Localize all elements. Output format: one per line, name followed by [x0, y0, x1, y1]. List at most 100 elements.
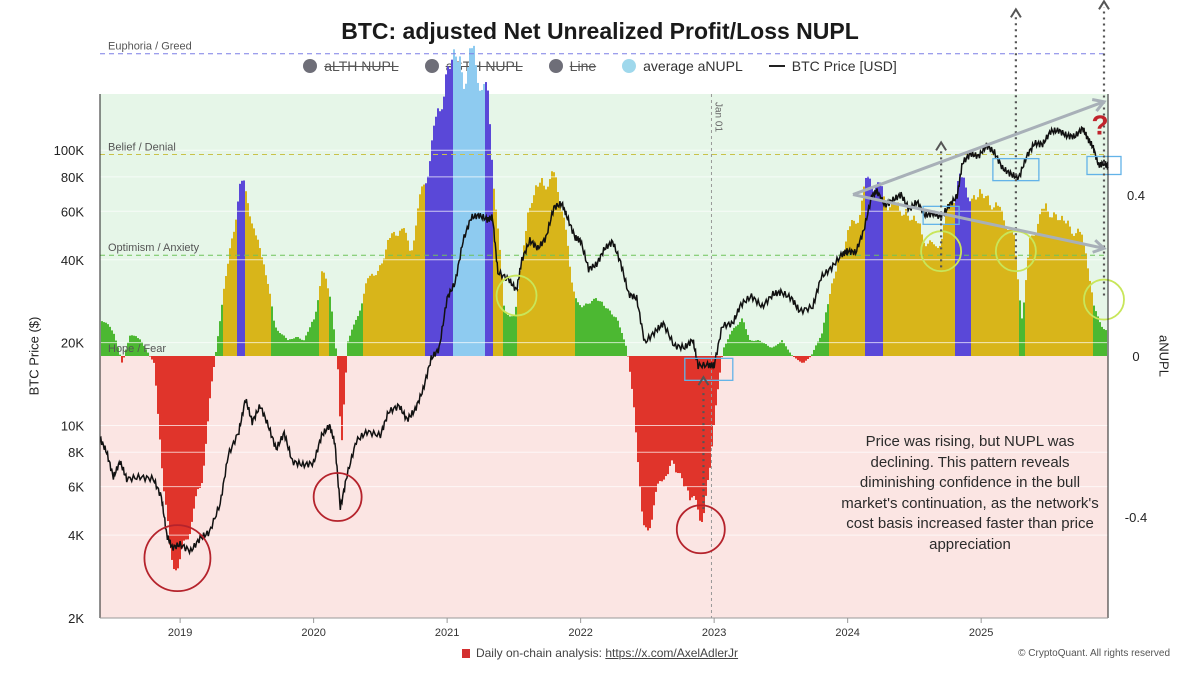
legend-label: Line: [569, 58, 597, 74]
bottom-marker-circle: [675, 504, 726, 555]
anupl-bar: [871, 188, 873, 356]
anupl-bar: [825, 312, 827, 356]
anupl-bar: [443, 96, 445, 357]
anupl-bar: [389, 237, 391, 356]
anupl-bar: [221, 304, 223, 356]
anupl-bar: [449, 68, 451, 357]
legend-item-alth[interactable]: aLTH NUPL: [303, 58, 399, 74]
anupl-bar: [309, 327, 311, 356]
legend-line-icon: [768, 65, 785, 67]
anupl-bar: [893, 202, 895, 356]
anupl-bar: [981, 193, 983, 356]
anupl-bar: [859, 214, 861, 356]
trend-arrowhead-icon: [1091, 98, 1107, 113]
anupl-bar: [193, 356, 195, 509]
anupl-bar: [653, 356, 655, 506]
legend-item-btc-price[interactable]: BTC Price [USD]: [768, 58, 897, 74]
legend-item-asth[interactable]: aSTH NUPL: [424, 58, 523, 74]
anupl-bar: [957, 181, 959, 356]
anupl-bar: [769, 347, 771, 356]
anupl-bar: [1061, 215, 1063, 356]
anupl-bar: [685, 356, 687, 487]
anupl-bar: [671, 356, 673, 461]
legend-dot-icon: [622, 59, 637, 73]
anupl-bar: [775, 345, 777, 356]
anupl-bar: [593, 298, 595, 356]
anupl-bar: [607, 308, 609, 356]
anupl-bar: [419, 194, 421, 356]
anupl-bar: [387, 239, 389, 356]
anupl-bar: [431, 140, 433, 356]
anupl-bar: [743, 322, 745, 356]
anupl-bar: [783, 343, 785, 356]
anupl-bar: [763, 343, 765, 356]
anupl-bar: [635, 356, 637, 433]
anupl-bar: [1011, 229, 1013, 356]
anupl-bar: [645, 356, 647, 528]
anupl-bar: [845, 241, 847, 356]
anupl-bar: [179, 356, 181, 560]
anupl-bar: [335, 348, 337, 356]
anupl-bar: [777, 344, 779, 356]
btc-price-line: [99, 125, 1109, 556]
anupl-bar: [971, 198, 973, 356]
anupl-bar: [1089, 280, 1091, 356]
anupl-bar: [779, 342, 781, 356]
left-tick-label: 60K: [61, 204, 84, 219]
anupl-bar: [669, 356, 671, 466]
anupl-bar: [761, 342, 763, 356]
anupl-bar: [895, 204, 897, 356]
anupl-bar: [283, 335, 285, 356]
anupl-bar: [481, 89, 483, 356]
legend-item-average-anupl[interactable]: average aNUPL: [622, 58, 743, 74]
anupl-bar: [157, 356, 159, 414]
anupl-bar: [491, 159, 493, 356]
anupl-bar: [735, 326, 737, 356]
anupl-bar: [855, 223, 857, 356]
anupl-bar: [757, 340, 759, 356]
anupl-bar: [689, 356, 691, 501]
anupl-bar: [969, 201, 971, 356]
anupl-bar: [213, 356, 215, 368]
anupl-bar: [159, 356, 161, 440]
anupl-bar: [773, 346, 775, 356]
anupl-bar: [559, 204, 561, 356]
legend-item-line[interactable]: Line: [548, 58, 597, 74]
anupl-bar: [999, 206, 1001, 356]
anupl-bar: [287, 340, 289, 356]
anupl-bar: [929, 240, 931, 356]
anupl-bar: [163, 356, 165, 492]
anupl-bar: [217, 336, 219, 356]
anupl-bar: [257, 239, 259, 356]
anupl-bar: [393, 231, 395, 356]
anupl-bar: [505, 311, 507, 356]
anupl-bar: [687, 356, 689, 491]
anupl-bar: [101, 321, 103, 356]
anupl-bar: [741, 318, 743, 356]
anupl-bar: [391, 233, 393, 356]
right-tick-label: 0: [1132, 349, 1139, 364]
anupl-bar: [553, 172, 555, 356]
anupl-bar: [827, 304, 829, 356]
anupl-bar: [557, 192, 559, 356]
anupl-bar: [525, 230, 527, 356]
anupl-bar: [591, 300, 593, 356]
anupl-bar: [753, 340, 755, 356]
anupl-bar: [651, 356, 653, 520]
anupl-bar: [579, 305, 581, 356]
anupl-bar: [609, 310, 611, 356]
anupl-bar: [303, 340, 305, 356]
anupl-bar: [477, 82, 479, 357]
footer-link[interactable]: https://x.com/AxelAdlerJr: [605, 646, 739, 660]
anupl-bar: [891, 200, 893, 356]
anupl-bar: [401, 228, 403, 356]
anupl-bar: [337, 356, 339, 370]
anupl-bar: [147, 352, 149, 356]
anupl-bar: [975, 199, 977, 356]
anupl-bar: [211, 356, 213, 382]
anupl-bar: [881, 186, 883, 356]
left-tick-label: 4K: [68, 528, 84, 543]
anupl-bar: [905, 208, 907, 356]
anupl-bar: [251, 223, 253, 356]
x-tick-label: 2020: [301, 627, 325, 639]
